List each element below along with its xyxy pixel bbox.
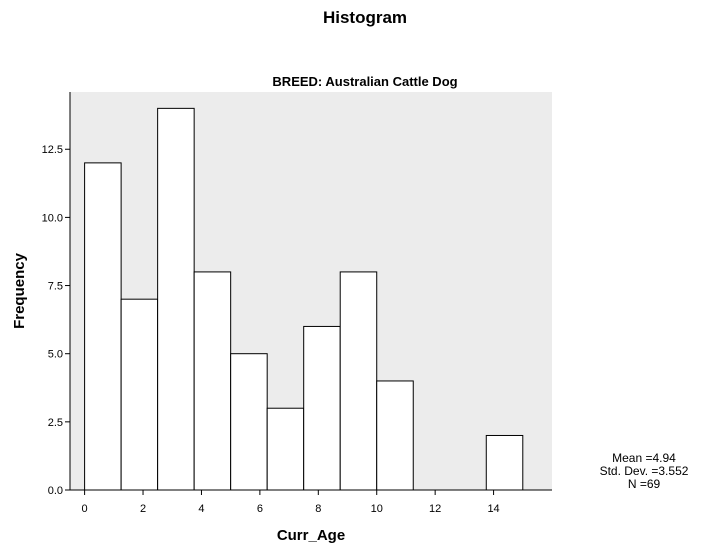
chart-subtitle: BREED: Australian Cattle Dog: [272, 74, 457, 89]
histogram-bar: [193, 271, 232, 491]
stat-std-dev: Std. Dev. =3.552: [599, 464, 689, 478]
histogram-bar: [266, 407, 305, 491]
x-tick-label: 14: [487, 503, 499, 515]
histogram-bar: [120, 298, 159, 491]
bars-layer: [84, 107, 524, 491]
x-tick-label: 10: [371, 503, 383, 515]
page-title: Histogram: [322, 8, 408, 27]
x-tick-label: 0: [82, 503, 88, 515]
y-tick-label: 5.0: [48, 349, 63, 361]
x-tick-label: 4: [198, 503, 204, 515]
histogram-bar: [230, 353, 268, 491]
stat-mean: Mean =4.94: [612, 451, 676, 465]
stats-box: Mean =4.94 Std. Dev. =3.552 N =69: [588, 452, 700, 491]
histogram-bar: [84, 162, 122, 491]
histogram-bar: [339, 271, 378, 491]
x-tick-label: 12: [429, 503, 441, 515]
stat-n: N =69: [627, 477, 661, 491]
histogram-bar: [376, 380, 414, 491]
histogram-bar: [485, 434, 524, 491]
y-tick-label: 12.5: [42, 144, 63, 156]
y-tick-label: 7.5: [48, 281, 63, 293]
x-tick-label: 6: [257, 503, 263, 515]
y-tick-label: 2.5: [48, 417, 63, 429]
x-axis-label: Curr_Age: [277, 527, 345, 544]
x-ticks-layer: 0 2 4 6 8 10 12 14: [82, 490, 500, 515]
x-tick-label: 2: [140, 503, 146, 515]
histogram-bar: [303, 325, 341, 491]
y-ticks-layer: 0.0 2.5 5.0 7.5 10.0 12.5: [42, 144, 70, 497]
y-axis-label: Frequency: [11, 252, 28, 329]
y-tick-label: 10.0: [42, 212, 63, 224]
histogram-bar: [157, 107, 195, 491]
x-tick-label: 8: [315, 503, 321, 515]
y-tick-label: 0.0: [48, 485, 63, 497]
